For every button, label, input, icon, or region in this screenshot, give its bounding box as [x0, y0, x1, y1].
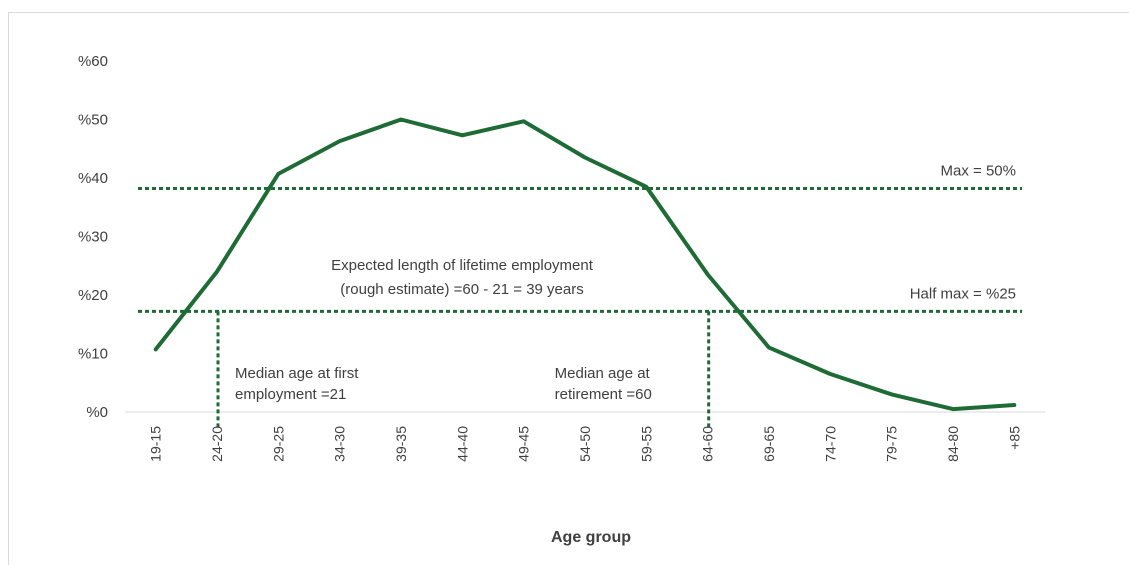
- x-tick-label: 84-80: [945, 426, 961, 462]
- reference-lines: Max = 50% Half max = %25: [138, 163, 1022, 313]
- x-tick-label: 24-20: [209, 426, 225, 462]
- reference-line-label: Half max = %25: [910, 285, 1016, 302]
- x-tick-label: 39-35: [393, 426, 409, 462]
- median-age-label: Median age at first employment =21: [235, 365, 359, 403]
- x-tick-label: 44-40: [454, 426, 470, 462]
- x-tick-label: 29-25: [270, 426, 286, 462]
- x-tick-label: 69-65: [761, 426, 777, 462]
- x-tick-label: 59-55: [638, 426, 654, 462]
- x-tick-label: 64-60: [700, 426, 716, 462]
- vertical-markers: Median age at first employment =21 Median …: [216, 311, 711, 428]
- x-tick-label: 49-45: [516, 426, 532, 462]
- x-tick-label: +85: [1006, 426, 1022, 450]
- x-tick-label: 34-30: [332, 426, 348, 462]
- x-tick-label: 54-50: [577, 426, 593, 462]
- y-tick-label: %30: [78, 229, 108, 246]
- y-tick-label: %20: [78, 287, 108, 304]
- series-line: [153, 117, 1017, 412]
- y-tick-label: %50: [78, 112, 108, 129]
- x-axis-ticks: 19-15 24-20 29-25 34-30 39-35 44-40 49-45 54-50…: [148, 426, 1023, 462]
- x-tick-label: 19-15: [148, 426, 164, 462]
- x-axis-label: Age group: [551, 529, 631, 546]
- reference-line-label: Max = 50%: [941, 163, 1016, 180]
- chart-frame: [8, 12, 1129, 565]
- y-axis-ticks: %0 %10 %20 %30 %40 %50 %60: [78, 53, 108, 421]
- y-tick-label: %40: [78, 170, 108, 187]
- y-tick-label: %10: [78, 346, 108, 363]
- median-age-label: Median age at retirement =60: [555, 365, 652, 403]
- x-tick-label: 79-75: [884, 426, 900, 462]
- x-tick-label: 74-70: [822, 426, 838, 462]
- lifetime-employment-annotation: Expected length of lifetime employment (r…: [331, 257, 594, 298]
- y-tick-label: %60: [78, 53, 108, 70]
- y-tick-label: %0: [86, 404, 108, 421]
